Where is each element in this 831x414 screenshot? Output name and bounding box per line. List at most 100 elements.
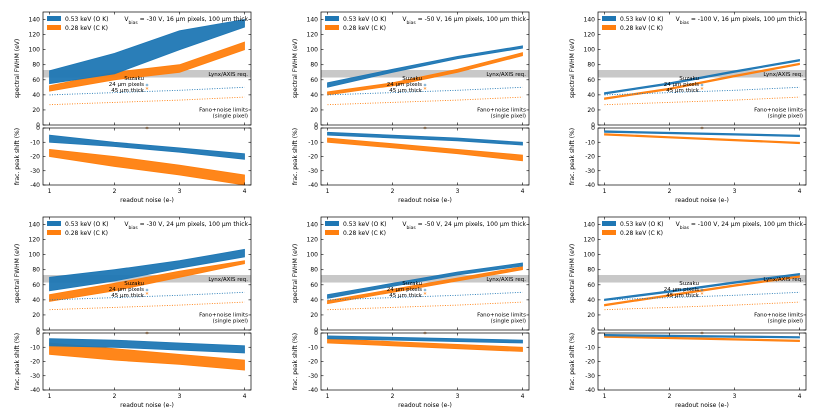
panel-title: Vbias = -100 V, 16 µm pixels, 100 µm thi… [676,16,804,26]
panel-title: Vbias = -50 V, 16 µm pixels, 100 µm thic… [402,16,526,26]
xtick-label: 2 [391,188,395,195]
fwhm-band-blue [604,273,800,302]
shift-ytick-label: -10 [308,344,318,351]
fano-label: Fano+noise limits [477,312,526,318]
suzaku-label: Suzaku [124,76,144,82]
suzaku-point-blue: * [424,288,427,295]
fwhm-ytick-label: 80 [32,267,40,274]
shift-ytick-label: -40 [308,182,318,189]
fwhm-ylabel: spectral FWHM (eV) [14,244,21,303]
fano-sub-label: (single pixel) [213,318,248,324]
shift-ytick-label: -30 [30,168,40,175]
fwhm-ytick-label: 20 [32,107,40,114]
suzaku-label: Suzaku [124,281,144,287]
suzaku-shift-point-blue: * [146,331,149,338]
fwhm-ytick-label: 40 [587,297,595,304]
lynx-band [598,70,806,78]
fano-line-orange [604,96,800,106]
xlabel: readout noise (e-) [675,402,729,409]
suzaku-pixels-label: 24 µm pixels [664,82,699,88]
fano-line-orange [49,301,245,311]
legend-swatch-blue [325,221,339,226]
suzaku-shift-point-orange: * [146,126,149,133]
legend-swatch-blue [47,221,61,226]
title-v: V [676,16,681,23]
lynx-label: Lynx/AXIS req. [208,277,248,283]
fwhm-band-blue [327,262,523,299]
fano-sub-label: (single pixel) [491,318,526,324]
legend: 0.53 keV (O K) 0.28 keV (C K) [602,221,663,237]
suzaku-pixels-label: 24 µm pixels [109,287,144,293]
shift-ytick-label: -40 [30,182,40,189]
xtick-label: 2 [391,393,395,400]
fwhm-axes-frame [597,11,807,126]
shift-ytick-label: -20 [585,154,595,161]
fwhm-axes-frame [320,216,530,331]
fano-label: Fano+noise limits [199,107,248,113]
panel-title: Vbias = -30 V, 24 µm pixels, 100 µm thic… [124,221,248,231]
suzaku-pixels-label: 24 µm pixels [387,287,422,293]
suzaku-shift-point-orange: * [424,331,427,338]
shift-ytick-label: 0 [314,330,318,337]
fwhm-ytick-label: 0 [36,122,40,129]
legend-swatch-orange [602,230,616,235]
legend-label-blue: 0.53 keV (O K) [620,16,663,23]
xtick-label: 1 [603,393,607,400]
suzaku-shift-point-blue: * [146,126,149,133]
fwhm-ytick-label: 120 [29,32,41,39]
xtick-label: 4 [521,393,525,400]
fwhm-ytick-label: 0 [314,122,318,129]
fwhm-ytick-label: 60 [310,282,318,289]
fwhm-ylabel: spectral FWHM (eV) [292,244,299,303]
fwhm-ytick-label: 0 [36,327,40,334]
suzaku-pixels-label: 24 µm pixels [664,287,699,293]
shift-ytick-label: -40 [308,387,318,394]
shift-band-blue [49,134,245,160]
xtick-label: 3 [456,188,460,195]
title-sub: bias [680,225,690,231]
shift-ytick-label: 0 [591,125,595,132]
fwhm-ytick-label: 80 [587,267,595,274]
legend-swatch-orange [602,25,616,30]
fwhm-ytick-label: 20 [310,312,318,319]
fano-line-orange [327,96,523,106]
lynx-band [598,275,806,283]
xtick-label: 3 [178,188,182,195]
xtick-label: 4 [243,188,247,195]
xtick-label: 2 [113,393,117,400]
shift-band-orange [49,342,245,371]
fwhm-ytick-label: 40 [32,92,40,99]
shift-ylabel: frac. peak shift (%) [14,128,21,185]
legend: 0.53 keV (O K) 0.28 keV (C K) [325,221,386,237]
xtick-label: 3 [178,393,182,400]
suzaku-shift-point-blue: * [701,126,704,133]
fwhm-axes-frame [42,216,252,331]
shift-ytick-label: -20 [585,359,595,366]
title-rest: = -30 V, 24 µm pixels, 100 µm thick [138,221,249,228]
xtick-label: 4 [243,393,247,400]
title-v: V [124,16,129,23]
shift-band-blue [327,131,523,146]
shift-ytick-label: -20 [30,154,40,161]
fano-line-blue [604,86,800,96]
shift-ytick-label: -10 [30,139,40,146]
legend-label-blue: 0.53 keV (O K) [620,221,663,228]
suzaku-point-orange: * [146,87,149,94]
title-sub: bias [680,20,690,26]
shift-ytick-label: 0 [36,330,40,337]
title-sub: bias [129,20,139,26]
fano-sub-label: (single pixel) [213,113,248,119]
fwhm-band-blue [49,19,245,85]
shift-ytick-label: -20 [30,359,40,366]
suzaku-label: Suzaku [402,281,422,287]
fano-line-orange [49,96,245,106]
suzaku-point-orange: * [424,292,427,299]
fwhm-axes-frame [597,216,807,331]
suzaku-thick-label: 45 µm thick [111,88,145,94]
shift-band-blue [604,130,800,138]
